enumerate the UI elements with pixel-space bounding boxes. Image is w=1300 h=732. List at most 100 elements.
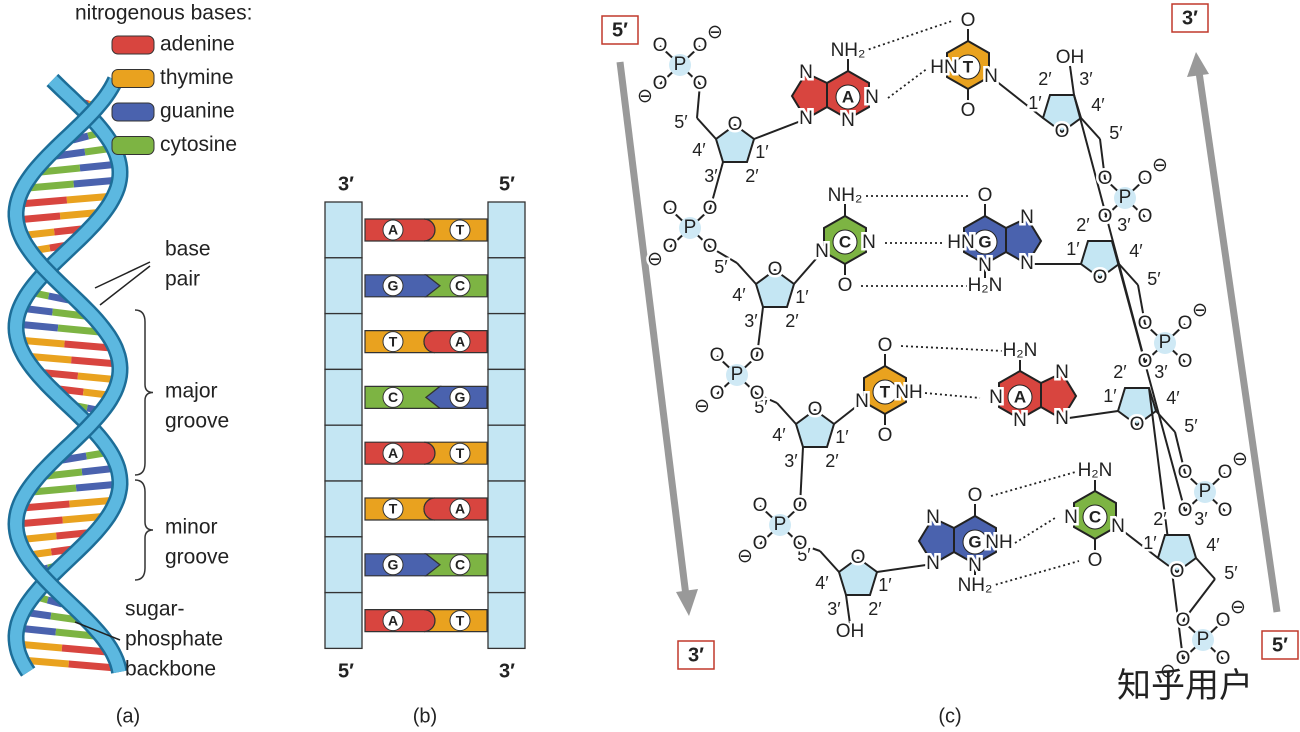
base-letter: A [388,445,398,461]
carbon-number: 5′ [754,397,768,417]
base-letter-circle [449,442,471,464]
bond [1117,526,1159,559]
strand-end-box [601,15,639,45]
backbone-strand [9,75,127,676]
atom-label: O [1178,462,1193,483]
atom-label: O [750,345,765,366]
legend-label: cytosine [160,133,237,156]
bond [753,118,807,140]
sugar-ring [754,268,796,308]
base-letter: T [389,501,398,517]
atom-label: P [1159,332,1172,353]
backbone-strand [9,77,127,674]
bond [793,251,823,285]
base-letter: C [388,389,398,405]
base-letter-circle [449,386,471,408]
atom-label: NH₂ [828,185,863,206]
sugar-phosphate-segment [487,536,526,594]
atom-label: P [674,54,687,75]
atom-label: O [1178,351,1193,372]
sugar-phosphate-segment [487,312,526,371]
atom-label: O [653,35,668,56]
charge-label: ⊖ [637,86,653,107]
base-letter-circle [972,229,998,255]
legend-label: guanine [160,100,235,123]
carbon-number: 5′ [1147,269,1161,289]
base-letter-circle [955,54,981,80]
bond [1137,284,1146,325]
atom-label: O [1098,168,1113,189]
carbon-number: 3′ [1194,509,1208,529]
legend-swatch [111,69,155,88]
atom-label: N [841,110,855,131]
carbon-number: 3′ [1154,362,1168,382]
atom-label: O [1138,351,1153,372]
atom-label: N [799,62,813,83]
sugar-phosphate-segment [487,201,526,259]
atom-label: P [684,217,697,238]
atom-label: O [693,73,708,94]
bond [1080,117,1101,140]
atom-label: N [855,391,869,412]
atom-label: P [1197,629,1210,650]
carbon-number: 2′ [745,166,759,186]
base-letter-circle [382,331,404,353]
rung [55,628,95,640]
legend-title: nitrogenous bases: [75,2,252,25]
atom-label: P [1199,481,1212,502]
bond [709,246,738,264]
carbon-number: 4′ [1166,388,1180,408]
bond [1195,557,1216,580]
sugar-phosphate-segment [487,424,526,482]
bond [709,161,724,210]
panel-a-label: base [165,238,211,261]
atom-label: N [1020,253,1034,274]
sugar-phosphate-segment [324,312,363,371]
carbon-number: 4′ [732,285,746,305]
double-helix [7,73,129,677]
rung [52,308,86,320]
atom-label: N [926,553,940,574]
carbon-number: 3′ [784,451,798,471]
atom-label: O [663,236,678,257]
atom-label: O [878,335,893,356]
sugar-ring [794,408,836,448]
base-letter-circle [835,84,861,110]
atom-label: N [815,241,829,262]
base-letter: A [388,612,398,628]
panel-a-label: sugar- [125,598,185,621]
sugar-ring [1041,94,1083,134]
sugar-phosphate-segment [324,480,363,538]
base-letter: C [839,232,851,251]
carbon-number: 2′ [825,451,839,471]
carbon-number: 5′ [1224,563,1238,583]
legend-swatch [111,136,155,155]
strand-end-box [677,640,715,670]
strand-end-box [1171,3,1209,33]
sugar-phosphate-segment [487,368,526,426]
atom-label: P [731,364,744,385]
pointer [74,621,121,641]
panel-a-label: minor [165,516,218,539]
bond [756,306,764,357]
carbon-number: 1′ [795,287,809,307]
carbon-number: 2′ [868,599,882,619]
base-letter: A [1014,387,1026,406]
carbon-number: 1′ [878,575,892,595]
atom-label: OH [836,621,865,642]
carbon-number: 3′ [1079,69,1093,89]
strand-end-label: 5′ [612,19,628,41]
base-letter-circle [382,275,404,297]
atom-label: N [989,387,1003,408]
atom-label: O [1055,121,1070,142]
phosphorus-halo [1194,481,1216,503]
carbon-number: 3′ [744,311,758,331]
carbon-number: 4′ [1129,241,1143,261]
base-letter: G [968,532,981,551]
base-letter: T [456,612,465,628]
base-letter-circle [1007,384,1033,410]
bond [776,402,797,425]
atom-label: H₂N [1003,340,1038,361]
carbon-number: 1′ [1143,533,1157,553]
